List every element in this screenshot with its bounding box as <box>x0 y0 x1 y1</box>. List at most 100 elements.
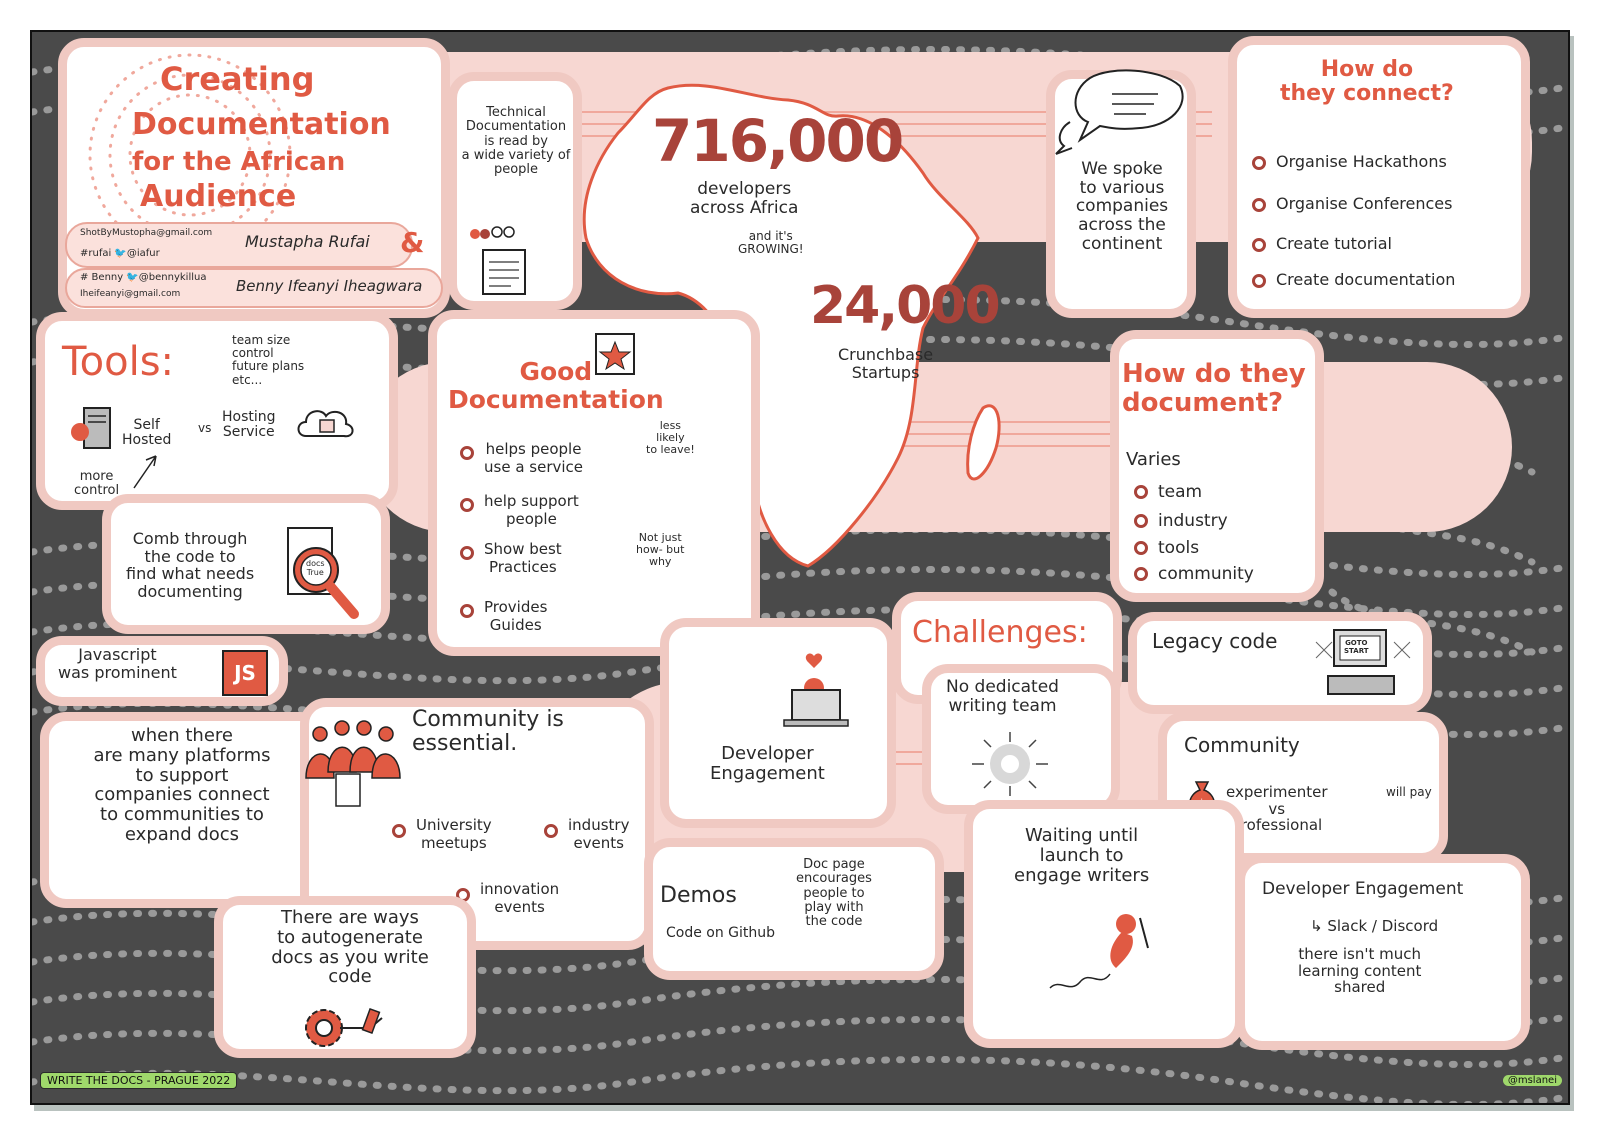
document-item: community <box>1134 564 1254 584</box>
js-logo-icon: JS <box>222 650 268 696</box>
old-computer-icon <box>1315 629 1411 695</box>
startups-number: 24,000 <box>810 276 1001 336</box>
laptop-heart-icon <box>783 653 849 727</box>
artist-credit: @mslanei <box>1502 1075 1562 1086</box>
how-connect-heading: How do they connect? <box>1280 57 1454 107</box>
title-dots-decoration <box>88 53 292 257</box>
comb-through-text: Comb through the code to find what needs… <box>126 529 255 601</box>
running-figure-icon <box>1049 914 1149 989</box>
title-line-3: for the African <box>132 147 346 177</box>
goto-start-label: GOTO START <box>1344 639 1369 655</box>
bullet-icon <box>1252 155 1266 170</box>
developers-number: 716,000 <box>652 107 904 175</box>
bullet-icon <box>544 824 558 838</box>
demos-heading: Demos <box>660 883 737 908</box>
platforms-text: when there are many platforms to support… <box>93 725 271 845</box>
bullet-icon <box>1134 485 1148 499</box>
speakers-ampersand: & <box>400 226 425 259</box>
vs-label: vs <box>198 421 212 435</box>
people-group-icon <box>305 720 401 807</box>
docs-true-badge: docs True <box>306 559 325 577</box>
less-likely-note: less likely to leave! <box>646 419 695 457</box>
bullet-icon <box>392 824 406 838</box>
demos-card <box>644 838 944 980</box>
developer-engagement-card <box>660 618 896 828</box>
connect-item: Create documentation <box>1252 270 1455 289</box>
bullet-icon <box>460 446 474 460</box>
community-item: innovation events <box>456 880 559 916</box>
speech-bubble-icon <box>1055 69 1184 155</box>
developers-label: developers across Africa <box>690 179 799 218</box>
community-item: industry events <box>544 816 629 852</box>
speaker-1-pill <box>65 222 413 268</box>
speaker-2-pill <box>65 268 443 308</box>
gear-icon <box>305 1007 383 1047</box>
event-tag: WRITE THE DOCS - PRAGUE 2022 <box>40 1072 238 1089</box>
title-line-4: Audience <box>140 179 297 214</box>
document-item: industry <box>1134 511 1228 531</box>
dev-engagement-challenge-heading: Developer Engagement <box>1262 879 1464 899</box>
bullet-icon <box>1252 273 1266 288</box>
bullet-icon <box>460 498 474 512</box>
we-spoke-card <box>1046 70 1196 318</box>
tools-note: team size control future plans etc... <box>232 333 305 387</box>
speaker-1-email: ShotByMustopha@gmail.com <box>80 228 213 238</box>
server-icon <box>71 407 111 449</box>
waiting-text: Waiting until launch to engage writers <box>1014 825 1150 886</box>
tools-heading: Tools: <box>62 339 175 385</box>
community-heading: Community is essential. <box>412 707 564 757</box>
document-item: team <box>1134 482 1202 502</box>
platforms-card <box>40 712 326 908</box>
autogenerate-text: There are ways to autogenerate docs as y… <box>271 907 429 988</box>
speaker-1-handles: #rufai 🐦@iafur <box>80 248 160 259</box>
speaker-2-email: Iheifeanyi@gmail.com <box>80 289 181 299</box>
growing-note: and it's GROWING! <box>738 229 804 257</box>
slack-discord-text: ↳ Slack / Discord <box>1310 917 1439 935</box>
connect-item: Organise Hackathons <box>1252 152 1447 171</box>
speaker-1-name: Mustapha Rufai <box>245 232 370 251</box>
bullet-icon <box>460 604 474 618</box>
bullet-icon <box>1134 514 1148 528</box>
how-connect-card <box>1228 36 1530 318</box>
more-control-label: more control <box>74 469 120 499</box>
self-hosted-label: Self Hosted <box>122 417 172 449</box>
hosting-service-label: Hosting Service <box>222 409 276 441</box>
experimenter-text: experimenter vs professional <box>1226 783 1328 834</box>
developer-engagement-challenge-card <box>1236 854 1530 1050</box>
javascript-text: Javascript was prominent <box>58 645 177 682</box>
technical-docs-text: Technical Documentation is read by a wid… <box>461 105 571 178</box>
star-document-icon <box>595 333 635 375</box>
arrow-icon <box>133 455 157 489</box>
community-challenge-heading: Community <box>1184 733 1300 757</box>
title-line-1: Creating <box>160 60 315 98</box>
will-pay-note: will pay <box>1386 785 1432 799</box>
startups-label: Crunchbase Startups <box>838 345 934 382</box>
title-line-2: Documentation <box>132 107 391 142</box>
bullet-icon <box>460 546 474 560</box>
speaker-2-name: Benny Ifeanyi Iheagwara <box>236 277 423 295</box>
bullet-icon <box>1252 237 1266 252</box>
speaker-2-handles: # Benny 🐦@bennykillua <box>80 272 207 283</box>
autogenerate-card <box>214 896 476 1058</box>
how-document-heading: How do they document? <box>1122 359 1306 418</box>
bullet-icon <box>1134 567 1148 581</box>
challenges-heading: Challenges: <box>912 615 1088 650</box>
varies-label: Varies <box>1126 449 1181 470</box>
technical-docs-card <box>448 72 582 310</box>
community-item: University meetups <box>392 816 492 852</box>
bullet-icon <box>1134 541 1148 555</box>
not-just-how-note: Not just how- but why <box>636 531 685 569</box>
magnifier-icon <box>287 527 359 619</box>
africa-map <box>582 83 1001 568</box>
cloud-icon <box>297 410 354 438</box>
document-icon <box>470 226 526 295</box>
good-docs-card <box>428 310 760 656</box>
good-docs-heading: Good Documentation <box>448 357 664 414</box>
good-docs-item: Show best Practices <box>460 540 562 576</box>
connect-item: Create tutorial <box>1252 234 1392 253</box>
connect-item: Organise Conferences <box>1252 194 1452 213</box>
developer-engagement-text: Developer Engagement <box>710 743 825 784</box>
learning-content-text: there isn't much learning content shared <box>1298 945 1422 996</box>
good-docs-item: helps people use a service <box>460 440 583 476</box>
legacy-code-text: Legacy code <box>1152 629 1278 653</box>
